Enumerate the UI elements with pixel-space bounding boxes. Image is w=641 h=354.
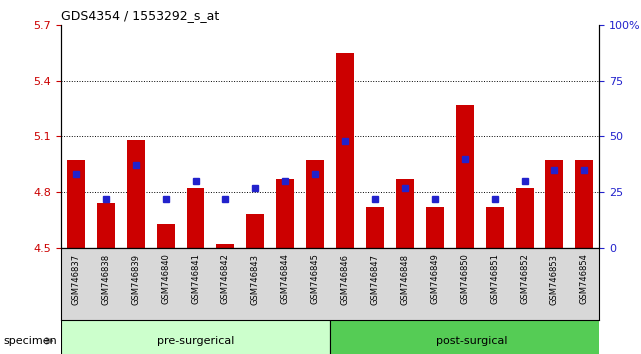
Bar <box>306 160 324 248</box>
Text: GSM746840: GSM746840 <box>161 253 170 304</box>
Text: post-surgical: post-surgical <box>437 336 508 346</box>
Bar <box>217 244 235 248</box>
Text: GSM746848: GSM746848 <box>401 253 410 304</box>
Text: GSM746843: GSM746843 <box>251 253 260 304</box>
Text: pre-surgerical: pre-surgerical <box>157 336 234 346</box>
Bar <box>515 188 533 248</box>
Text: GSM746837: GSM746837 <box>71 253 80 305</box>
Text: GSM746838: GSM746838 <box>101 253 110 305</box>
Text: GSM746844: GSM746844 <box>281 253 290 304</box>
Bar <box>545 160 563 248</box>
Text: GSM746847: GSM746847 <box>370 253 379 304</box>
Bar <box>396 179 414 248</box>
Text: GSM746851: GSM746851 <box>490 253 499 304</box>
Text: GSM746845: GSM746845 <box>311 253 320 304</box>
Bar <box>156 224 174 248</box>
Bar <box>426 207 444 248</box>
Bar <box>576 160 594 248</box>
Bar <box>276 179 294 248</box>
Bar <box>456 105 474 248</box>
Bar <box>336 53 354 248</box>
Text: GDS4354 / 1553292_s_at: GDS4354 / 1553292_s_at <box>61 9 219 22</box>
Text: GSM746853: GSM746853 <box>550 253 559 304</box>
Text: GSM746854: GSM746854 <box>580 253 589 304</box>
Text: GSM746842: GSM746842 <box>221 253 230 304</box>
Text: GSM746852: GSM746852 <box>520 253 529 304</box>
Bar <box>67 160 85 248</box>
Text: GSM746839: GSM746839 <box>131 253 140 304</box>
Text: GSM746846: GSM746846 <box>340 253 349 304</box>
Bar <box>187 188 204 248</box>
Text: GSM746850: GSM746850 <box>460 253 469 304</box>
Bar <box>486 207 504 248</box>
Bar <box>246 215 264 248</box>
Bar <box>127 140 145 248</box>
Bar <box>97 203 115 248</box>
Bar <box>330 320 614 354</box>
Text: GSM746841: GSM746841 <box>191 253 200 304</box>
Text: GSM746849: GSM746849 <box>430 253 439 304</box>
Bar <box>366 207 384 248</box>
Bar <box>61 320 330 354</box>
Text: specimen: specimen <box>3 336 57 346</box>
